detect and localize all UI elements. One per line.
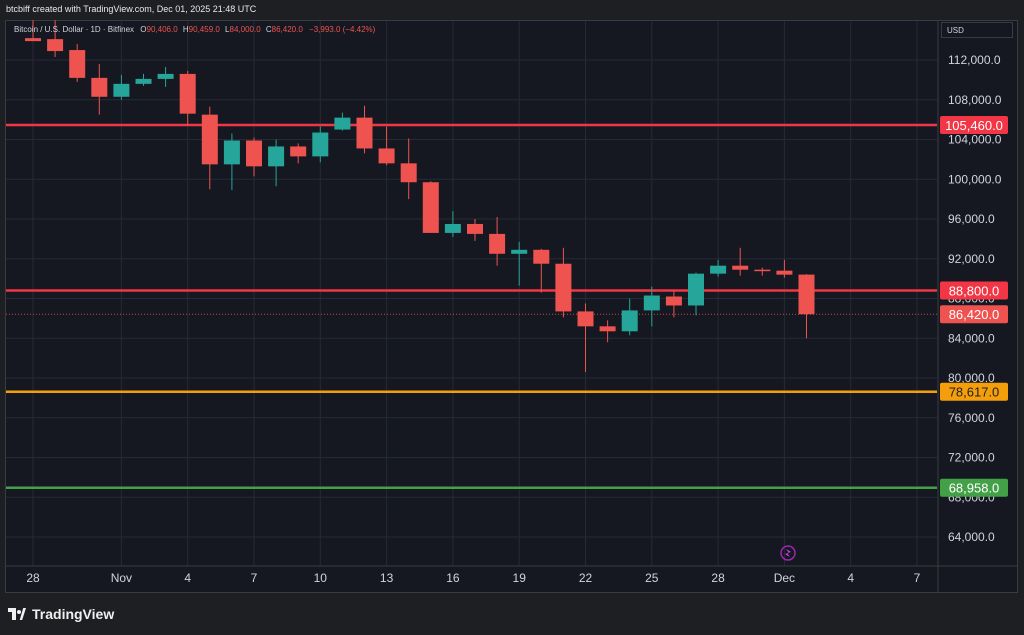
price-tick-label: 112,000.0 <box>948 53 1001 67</box>
candle-body[interactable] <box>400 163 417 183</box>
candle-body[interactable] <box>732 265 749 270</box>
candle-body[interactable] <box>135 78 152 84</box>
tradingview-logo[interactable]: TradingView <box>8 604 114 624</box>
time-tick-label: 25 <box>645 571 659 585</box>
chart-credit: btcbiff created with TradingView.com, De… <box>6 4 257 14</box>
candle-body[interactable] <box>157 73 174 79</box>
candle-body[interactable] <box>577 311 594 327</box>
price-tick-label: 76,000.0 <box>948 411 995 425</box>
price-tick-label: 96,000.0 <box>948 212 995 226</box>
candle-body[interactable] <box>268 146 285 167</box>
candle-body[interactable] <box>665 296 682 306</box>
time-tick-label: 4 <box>847 571 854 585</box>
close-value: 86,420.0 <box>272 25 304 34</box>
replay-icon[interactable] <box>780 545 796 561</box>
price-tick-label: 64,000.0 <box>948 530 995 544</box>
price-tick-label: 84,000.0 <box>948 331 995 345</box>
candle-body[interactable] <box>223 140 240 165</box>
candle-body[interactable] <box>69 50 86 78</box>
candle-body[interactable] <box>290 146 307 157</box>
candle-body[interactable] <box>533 249 550 264</box>
time-tick-label: 19 <box>513 571 527 585</box>
symbol-label: Bitcoin / U.S. Dollar · 1D · Bitfinex <box>14 25 134 34</box>
candle-body[interactable] <box>334 117 351 130</box>
time-tick-label: Dec <box>774 571 795 585</box>
candlestick-chart[interactable]: 112,000.0 108,000.0 104,000.0 100,000.0 96,0… <box>0 0 1024 595</box>
candle-body[interactable] <box>555 263 572 312</box>
candle-body[interactable] <box>710 265 727 274</box>
candle-body[interactable] <box>378 148 395 164</box>
close-label: C <box>266 25 272 34</box>
candle-body[interactable] <box>356 117 373 149</box>
candle-body[interactable] <box>776 270 793 275</box>
candle-body[interactable] <box>599 326 616 332</box>
price-level-label-bg <box>940 305 1008 324</box>
price-level-label-bg <box>940 281 1008 300</box>
candle-body[interactable] <box>179 73 196 114</box>
plot-background <box>6 21 937 566</box>
horizontal-lines-layer <box>6 123 937 489</box>
replay-icon-ring <box>780 545 796 561</box>
price-level-label-bg <box>940 115 1008 134</box>
high-label: H <box>183 25 189 34</box>
price-tick-label: 72,000.0 <box>948 451 995 465</box>
candle-body[interactable] <box>312 132 329 157</box>
price-level-label: 78,617.0 <box>949 385 1000 400</box>
candle-body[interactable] <box>444 223 461 233</box>
time-tick-label: 16 <box>446 571 460 585</box>
price-level-label-bg <box>940 478 1008 497</box>
currency-button[interactable]: USD <box>941 22 1013 38</box>
price-level-label: 88,800.0 <box>949 284 1000 299</box>
price-level-label: 86,420.0 <box>949 307 1000 322</box>
ohlc-legend: Bitcoin / U.S. Dollar · 1D · Bitfinex O9… <box>14 25 376 34</box>
time-tick-label: 28 <box>711 571 725 585</box>
price-tick-label: 108,000.0 <box>948 93 1002 107</box>
open-value: 90,406.0 <box>147 25 179 34</box>
candle-body[interactable] <box>25 38 41 42</box>
high-value: 90,459.0 <box>189 25 221 34</box>
candle-body[interactable] <box>489 233 506 254</box>
footer <box>0 595 1024 635</box>
time-tick-label: Nov <box>111 571 132 585</box>
price-tick-label: 104,000.0 <box>948 133 1002 147</box>
price-tick-label: 80,000.0 <box>948 371 995 385</box>
candle-body[interactable] <box>47 39 64 52</box>
candle-body[interactable] <box>511 249 528 254</box>
price-level-label-bg <box>940 382 1008 401</box>
candle-body[interactable] <box>91 77 108 97</box>
time-tick-label: 28 <box>26 571 40 585</box>
candle-body[interactable] <box>754 269 771 272</box>
candle-body[interactable] <box>798 274 815 315</box>
time-tick-label: 7 <box>251 571 258 585</box>
price-tick-label: 100,000.0 <box>948 172 1002 186</box>
tradingview-logo-icon <box>8 608 26 620</box>
low-value: 84,000.0 <box>230 25 262 34</box>
candle-body[interactable] <box>688 273 704 306</box>
candle-body[interactable] <box>422 182 439 233</box>
grid-layer <box>6 21 937 566</box>
candle-body[interactable] <box>643 295 660 311</box>
time-tick-label: 13 <box>380 571 394 585</box>
time-tick-label: 7 <box>914 571 921 585</box>
replay-icon-bolt <box>785 549 791 557</box>
axis-layer: 112,000.0 108,000.0 104,000.0 100,000.0 96,0… <box>6 21 1018 593</box>
tradingview-logo-text: TradingView <box>32 606 115 622</box>
change-value: −3,993.0 (−4.42%) <box>309 25 376 34</box>
candle-body[interactable] <box>246 140 262 167</box>
time-tick-label: 4 <box>184 571 191 585</box>
low-label: L <box>225 25 230 34</box>
candle-body[interactable] <box>113 83 130 97</box>
price-level-label: 68,958.0 <box>949 481 1000 496</box>
price-level-label: 105,460.0 <box>945 118 1003 133</box>
candle-body[interactable] <box>201 114 218 165</box>
time-tick-label: 22 <box>579 571 593 585</box>
price-tick-label: 92,000.0 <box>948 252 995 266</box>
time-tick-label: 10 <box>314 571 328 585</box>
candle-body[interactable] <box>467 223 483 234</box>
candle-body[interactable] <box>621 310 638 332</box>
candles-layer <box>25 20 815 373</box>
top-bar: btcbiff created with TradingView.com, De… <box>0 0 1024 20</box>
open-label: O <box>140 25 146 34</box>
